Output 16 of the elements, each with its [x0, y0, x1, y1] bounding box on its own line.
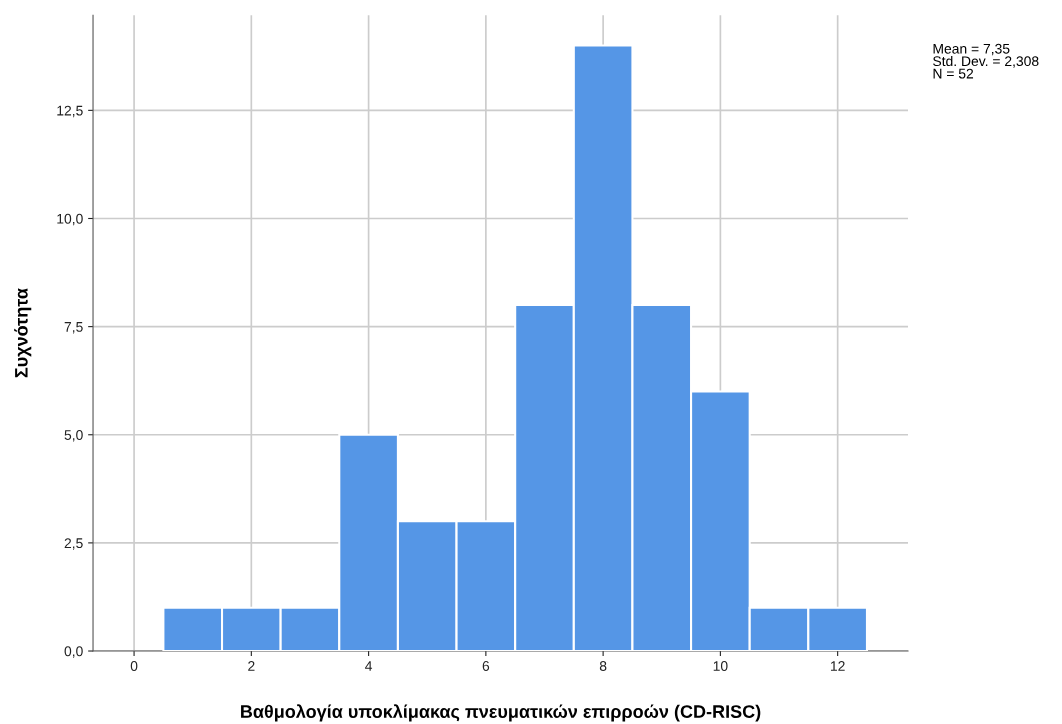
x-tick-label: 0 [130, 661, 138, 671]
y-tick-label: 0,0 [64, 646, 83, 658]
x-tick-label: 6 [482, 661, 490, 671]
y-tick-label: 5,0 [64, 430, 83, 442]
text: Mean = 7,35 Std. Dev. = 2,308 N = 52 [933, 43, 1039, 79]
x-tick-label: 4 [365, 661, 373, 671]
y-tick-label: 12,5 [57, 105, 83, 118]
x-tick-label: 2 [248, 661, 255, 671]
y-tick-label: 2,5 [64, 538, 83, 550]
x-axis-title: Βαθμολογία υποκλίμακας πνευματικών επιρροών (CD-RISC) [241, 704, 761, 722]
y-tick-label: 10,0 [57, 213, 83, 226]
y-axis-title: Συχνότητα [14, 288, 32, 378]
y-tick-label: 7,5 [64, 322, 83, 334]
x-tick-label: 8 [599, 661, 607, 671]
x-tick-label: 10 [713, 661, 728, 671]
x-tick-label: 12 [830, 661, 845, 671]
